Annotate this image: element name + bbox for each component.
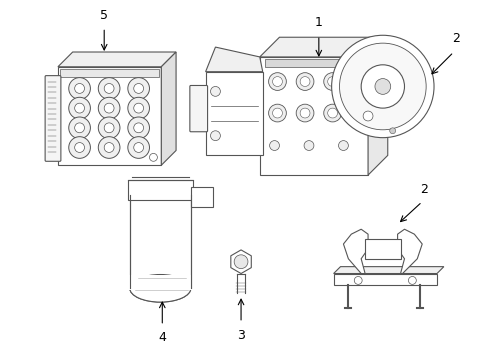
FancyBboxPatch shape [259, 57, 367, 175]
Circle shape [75, 143, 84, 152]
Circle shape [338, 141, 347, 150]
Circle shape [127, 137, 149, 158]
Circle shape [234, 255, 247, 269]
FancyBboxPatch shape [190, 187, 212, 207]
Polygon shape [397, 229, 421, 274]
Text: 2: 2 [451, 32, 459, 45]
Circle shape [133, 103, 143, 113]
Circle shape [75, 123, 84, 133]
Circle shape [127, 78, 149, 99]
FancyBboxPatch shape [365, 239, 400, 259]
FancyBboxPatch shape [128, 275, 191, 290]
Polygon shape [259, 37, 387, 57]
Polygon shape [161, 52, 176, 165]
Circle shape [149, 153, 157, 161]
Circle shape [69, 117, 90, 139]
Polygon shape [333, 267, 443, 274]
FancyBboxPatch shape [58, 67, 161, 165]
Circle shape [133, 143, 143, 152]
Circle shape [75, 84, 84, 93]
Ellipse shape [129, 275, 190, 302]
Circle shape [69, 137, 90, 158]
Circle shape [69, 97, 90, 119]
Text: 3: 3 [237, 329, 244, 342]
FancyBboxPatch shape [189, 85, 207, 132]
Circle shape [98, 137, 120, 158]
Text: 1: 1 [314, 16, 322, 30]
Circle shape [127, 97, 149, 119]
Polygon shape [343, 229, 367, 274]
Circle shape [98, 78, 120, 99]
FancyBboxPatch shape [45, 76, 61, 161]
Circle shape [69, 78, 90, 99]
Circle shape [339, 43, 425, 130]
Circle shape [323, 73, 341, 90]
Circle shape [98, 97, 120, 119]
Circle shape [104, 143, 114, 152]
Circle shape [300, 77, 309, 86]
Circle shape [374, 78, 390, 94]
Circle shape [296, 104, 313, 122]
Circle shape [210, 131, 220, 141]
Circle shape [300, 108, 309, 118]
FancyBboxPatch shape [127, 180, 192, 200]
FancyBboxPatch shape [205, 72, 262, 156]
Circle shape [272, 77, 282, 86]
Circle shape [104, 123, 114, 133]
Circle shape [304, 141, 313, 150]
Circle shape [133, 84, 143, 93]
FancyBboxPatch shape [129, 195, 190, 288]
Circle shape [327, 77, 337, 86]
FancyBboxPatch shape [60, 69, 159, 77]
Circle shape [127, 117, 149, 139]
FancyBboxPatch shape [333, 274, 436, 285]
Circle shape [210, 86, 220, 96]
Circle shape [389, 128, 395, 134]
Polygon shape [58, 52, 176, 67]
Circle shape [296, 73, 313, 90]
Circle shape [268, 73, 286, 90]
Circle shape [133, 123, 143, 133]
Circle shape [361, 65, 404, 108]
Circle shape [323, 104, 341, 122]
Text: 5: 5 [100, 9, 108, 22]
Circle shape [269, 141, 279, 150]
Text: 2: 2 [419, 183, 427, 196]
Circle shape [407, 276, 415, 284]
FancyBboxPatch shape [264, 59, 363, 67]
Circle shape [104, 84, 114, 93]
Polygon shape [367, 37, 387, 175]
Circle shape [98, 117, 120, 139]
Circle shape [104, 103, 114, 113]
Text: 4: 4 [158, 330, 166, 344]
Circle shape [75, 103, 84, 113]
Circle shape [268, 104, 286, 122]
Polygon shape [205, 47, 262, 72]
Polygon shape [230, 250, 251, 274]
Circle shape [363, 111, 372, 121]
Circle shape [353, 276, 362, 284]
Circle shape [331, 35, 433, 138]
Circle shape [272, 108, 282, 118]
Circle shape [327, 108, 337, 118]
